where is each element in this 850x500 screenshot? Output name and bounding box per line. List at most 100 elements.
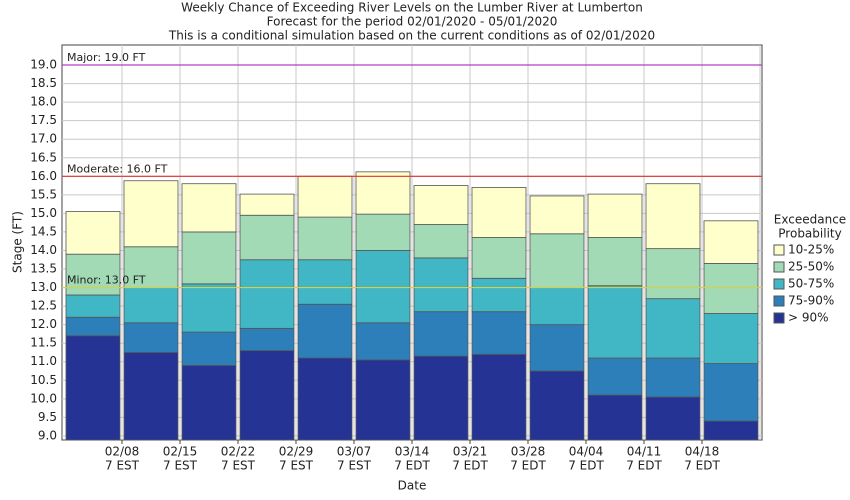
bar-segment bbox=[123, 287, 179, 324]
legend-label: 10-25% bbox=[788, 243, 834, 257]
bar-segment bbox=[529, 370, 585, 441]
legend-swatch bbox=[773, 244, 785, 256]
bar-segment bbox=[181, 231, 237, 285]
bar-segment bbox=[645, 357, 701, 398]
bar-segment bbox=[181, 183, 237, 233]
bar-segment bbox=[471, 277, 527, 313]
bar-segment bbox=[355, 359, 411, 441]
bar-segment bbox=[239, 350, 295, 441]
chart-subtitle: This is a conditional simulation based o… bbox=[168, 29, 655, 43]
bar-segment bbox=[529, 233, 585, 288]
bar-segment bbox=[587, 237, 643, 287]
bar-segment bbox=[239, 193, 295, 216]
bar-segment bbox=[355, 171, 411, 215]
bar-segment bbox=[239, 214, 295, 261]
x-tick-label: 7 EST bbox=[337, 459, 372, 473]
y-tick-label: 17.5 bbox=[30, 113, 57, 127]
y-tick-label: 10.5 bbox=[30, 373, 57, 387]
y-tick-label: 11.5 bbox=[30, 336, 57, 350]
bar-segment bbox=[645, 183, 701, 250]
bar-segment bbox=[181, 283, 237, 333]
legend-swatch bbox=[773, 261, 785, 273]
bar-segment bbox=[645, 298, 701, 359]
x-axis-label: Date bbox=[398, 479, 427, 493]
x-tick-label: 03/14 bbox=[395, 445, 430, 459]
x-tick-label: 04/11 bbox=[627, 445, 662, 459]
bar-segment bbox=[413, 224, 469, 259]
chart-subtitle: Forecast for the period 02/01/2020 - 05/… bbox=[267, 15, 558, 29]
legend-title: Exceedance bbox=[774, 213, 846, 227]
bar-segment bbox=[123, 246, 179, 288]
bar-segment bbox=[703, 263, 759, 314]
bar-segment bbox=[65, 335, 121, 441]
legend-swatch bbox=[773, 278, 785, 290]
x-tick-label: 02/15 bbox=[163, 445, 198, 459]
y-tick-label: 13.0 bbox=[30, 280, 57, 294]
bar-segment bbox=[703, 420, 759, 441]
x-tick-label: 7 EDT bbox=[626, 459, 662, 473]
bar-segment bbox=[413, 355, 469, 441]
bar-segment bbox=[297, 303, 353, 359]
y-tick-label: 10.0 bbox=[30, 391, 57, 405]
bar-segment bbox=[181, 331, 237, 366]
legend-swatch bbox=[773, 312, 785, 324]
bar-segment bbox=[239, 259, 295, 329]
legend-title: Probability bbox=[778, 227, 841, 241]
y-tick-label: 14.0 bbox=[30, 243, 57, 257]
y-tick-label: 9.0 bbox=[38, 428, 57, 442]
bar-segment bbox=[645, 248, 701, 300]
x-tick-label: 7 EST bbox=[105, 459, 140, 473]
x-tick-label: 7 EDT bbox=[452, 459, 488, 473]
bar-segment bbox=[413, 185, 469, 225]
x-tick-label: 04/04 bbox=[569, 445, 604, 459]
x-tick-label: 7 EDT bbox=[568, 459, 604, 473]
legend-swatch bbox=[773, 295, 785, 307]
y-axis-label: Stage (FT) bbox=[11, 211, 25, 273]
bar-segment bbox=[703, 313, 759, 364]
bar-segment bbox=[587, 285, 643, 359]
bar-segment bbox=[703, 363, 759, 422]
bar-segment bbox=[297, 175, 353, 218]
x-tick-label: 02/22 bbox=[221, 445, 256, 459]
x-tick-label: 03/28 bbox=[511, 445, 546, 459]
y-tick-label: 11.0 bbox=[30, 354, 57, 368]
bar-segment bbox=[239, 327, 295, 352]
y-tick-label: 14.5 bbox=[30, 224, 57, 238]
y-tick-label: 9.5 bbox=[38, 410, 57, 424]
bar-segment bbox=[529, 195, 585, 235]
bar-segment bbox=[297, 259, 353, 305]
x-tick-label: 7 EDT bbox=[684, 459, 720, 473]
x-tick-label: 03/21 bbox=[453, 445, 488, 459]
bar-segment bbox=[65, 294, 121, 318]
bar-segment bbox=[123, 322, 179, 353]
bar-segment bbox=[123, 180, 179, 248]
bar-segment bbox=[471, 353, 527, 441]
legend-label: > 90% bbox=[788, 311, 829, 325]
y-tick-label: 16.0 bbox=[30, 169, 57, 183]
bar-segment bbox=[297, 357, 353, 441]
bar-segment bbox=[355, 322, 411, 361]
y-tick-label: 13.5 bbox=[30, 262, 57, 276]
bar-segment bbox=[355, 250, 411, 324]
bar-segment bbox=[123, 352, 179, 441]
bar-segment bbox=[413, 257, 469, 313]
threshold-label: Minor: 13.0 FT bbox=[67, 274, 146, 287]
bar-segment bbox=[587, 394, 643, 441]
x-tick-label: 04/18 bbox=[685, 445, 720, 459]
bar-segment bbox=[471, 237, 527, 279]
bar-segment bbox=[65, 316, 121, 337]
y-tick-label: 12.0 bbox=[30, 317, 57, 331]
y-tick-label: 12.5 bbox=[30, 299, 57, 313]
y-tick-label: 15.5 bbox=[30, 187, 57, 201]
bar-segment bbox=[413, 311, 469, 357]
y-tick-label: 16.5 bbox=[30, 150, 57, 164]
bar-segment bbox=[471, 187, 527, 238]
y-tick-label: 18.0 bbox=[30, 95, 57, 109]
y-tick-label: 19.0 bbox=[30, 58, 57, 72]
threshold-label: Moderate: 16.0 FT bbox=[67, 162, 168, 175]
threshold-label: Major: 19.0 FT bbox=[67, 51, 146, 64]
x-tick-label: 7 EST bbox=[221, 459, 256, 473]
legend-label: 50-75% bbox=[788, 277, 834, 291]
chart-title: Weekly Chance of Exceeding River Levels … bbox=[181, 1, 643, 15]
